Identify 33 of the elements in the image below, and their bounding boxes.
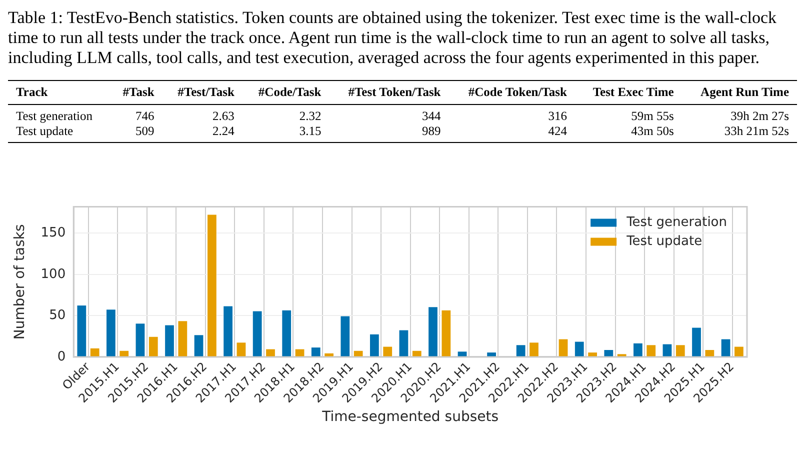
y-tick-label: 0 bbox=[57, 349, 66, 364]
text: 43m 50s bbox=[630, 124, 675, 140]
text: 3.15 bbox=[298, 124, 322, 140]
text: 33h 21m 52s bbox=[723, 124, 790, 140]
category-label: #Code/Task bbox=[257, 84, 322, 101]
category-label: Agent Run Time bbox=[700, 84, 790, 101]
legend-label: Test generation bbox=[626, 215, 728, 230]
y-tick-label: 100 bbox=[40, 266, 66, 282]
text: 2.32 bbox=[298, 108, 322, 124]
category-label: Track bbox=[15, 84, 49, 101]
text: 344 bbox=[421, 108, 442, 124]
text: 424 bbox=[547, 124, 568, 140]
category-label: #Test/Task bbox=[176, 84, 236, 101]
text: 2.24 bbox=[212, 124, 236, 140]
text: 746 bbox=[134, 108, 156, 124]
text: Test update bbox=[15, 124, 74, 140]
text: 316 bbox=[547, 108, 568, 124]
legend-label: Test update bbox=[626, 234, 702, 250]
category-label: #Code Token/Task bbox=[467, 84, 568, 101]
text: 509 bbox=[134, 124, 156, 140]
x-axis-title: Time-segmented subsets bbox=[321, 409, 499, 426]
y-tick-label: 50 bbox=[49, 308, 66, 324]
text: Test generation bbox=[15, 108, 94, 124]
text: 2.63 bbox=[212, 108, 236, 124]
y-tick-label: 150 bbox=[40, 226, 66, 241]
text: Table 1: TestEvo-Bench statistics. Token counts are obtained using the tokenizer. Test exec time is the wall-clock time to run all tests under the track once. Agent run time is the wall-clock time to run an agent to solve all tasks, including LLM calls, tool calls, and test execution, averaged across the four agents experimented in this paper. bbox=[8, 8, 778, 68]
category-label: Test Exec Time bbox=[592, 84, 675, 101]
text: 39h 2m 27s bbox=[730, 108, 790, 124]
category-label: #Test Token/Task bbox=[347, 84, 442, 101]
category-label: #Task bbox=[122, 84, 156, 101]
text: 989 bbox=[421, 124, 442, 140]
y-axis-title: Number of tasks bbox=[12, 224, 28, 340]
text: 59m 55s bbox=[630, 108, 675, 124]
